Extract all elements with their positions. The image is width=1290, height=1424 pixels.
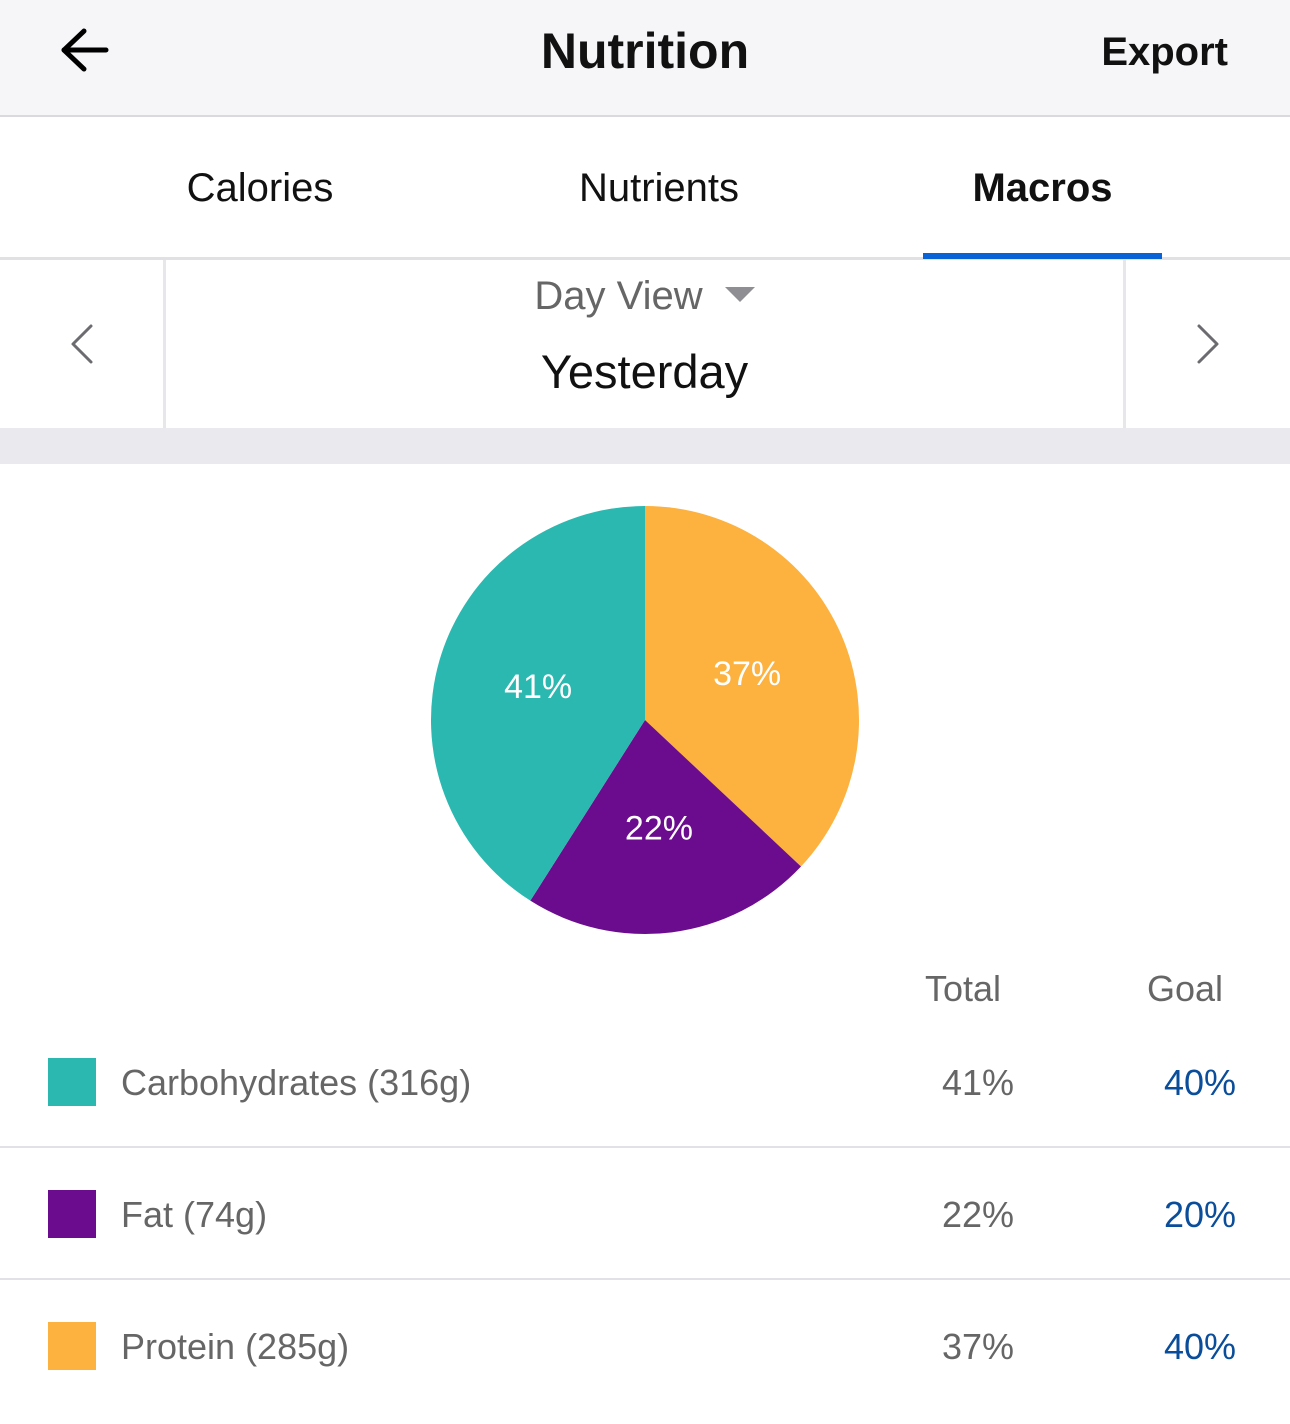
macro-row-fat: Fat (74g) 22% 20% [0, 1148, 1290, 1280]
app-header: Nutrition Export [0, 0, 1290, 117]
legend-swatch [48, 1058, 96, 1106]
total-column-header: Total [925, 968, 1002, 1009]
pie-slice-carbohydrates [431, 506, 645, 901]
pie-slice-protein [645, 506, 859, 867]
tab-nutrients[interactable]: Nutrients [578, 166, 740, 210]
macro-label: Carbohydrates (316g) [121, 1062, 472, 1103]
macro-goal: 40% [1164, 1326, 1237, 1367]
macros-pie-chart: 37% 22% 41% [420, 495, 870, 945]
goal-column-header: Goal [1147, 968, 1224, 1009]
tab-bar: Calories Nutrients Macros [0, 117, 1290, 260]
next-day-button[interactable] [1123, 260, 1290, 428]
chevron-right-icon [1197, 324, 1219, 364]
date-navigator: Day View Yesterday [0, 260, 1290, 428]
legend-swatch [48, 1190, 96, 1238]
chevron-left-icon [71, 324, 92, 364]
macro-total: 41% [942, 1062, 1015, 1103]
export-button[interactable]: Export [1101, 30, 1228, 74]
caret-down-icon [724, 286, 755, 302]
pie-label-carbohydrates: 41% [504, 668, 572, 706]
page-title: Nutrition [540, 23, 750, 79]
macro-label: Fat (74g) [121, 1194, 268, 1235]
macro-row-protein: Protein (285g) 37% 40% [0, 1280, 1290, 1412]
previous-day-button[interactable] [0, 260, 166, 428]
macro-label: Protein (285g) [121, 1326, 350, 1367]
tab-calories[interactable]: Calories [186, 166, 334, 210]
row-divider [0, 1278, 1290, 1280]
back-arrow-icon [61, 28, 109, 72]
pie-label-fat: 22% [625, 809, 693, 847]
row-divider [0, 1146, 1290, 1148]
back-button[interactable] [52, 22, 116, 78]
pie-chart-svg: 37% 22% 41% [431, 506, 859, 934]
macro-goal: 40% [1164, 1062, 1237, 1103]
pie-label-protein: 37% [713, 655, 781, 693]
legend-swatch [48, 1322, 96, 1370]
macro-goal: 20% [1164, 1194, 1237, 1235]
macro-row-carbohydrates: Carbohydrates (316g) 41% 40% [0, 1016, 1290, 1148]
macro-total: 37% [942, 1326, 1015, 1367]
current-date-label: Yesterday [540, 345, 749, 398]
active-tab-indicator [923, 253, 1162, 259]
tab-macros[interactable]: Macros [972, 166, 1113, 210]
pie-slice-fat [530, 720, 801, 934]
view-selector[interactable]: Day View [166, 274, 1123, 319]
macro-total: 22% [942, 1194, 1015, 1235]
section-separator [0, 428, 1290, 464]
view-selector-label: Day View [534, 274, 703, 318]
